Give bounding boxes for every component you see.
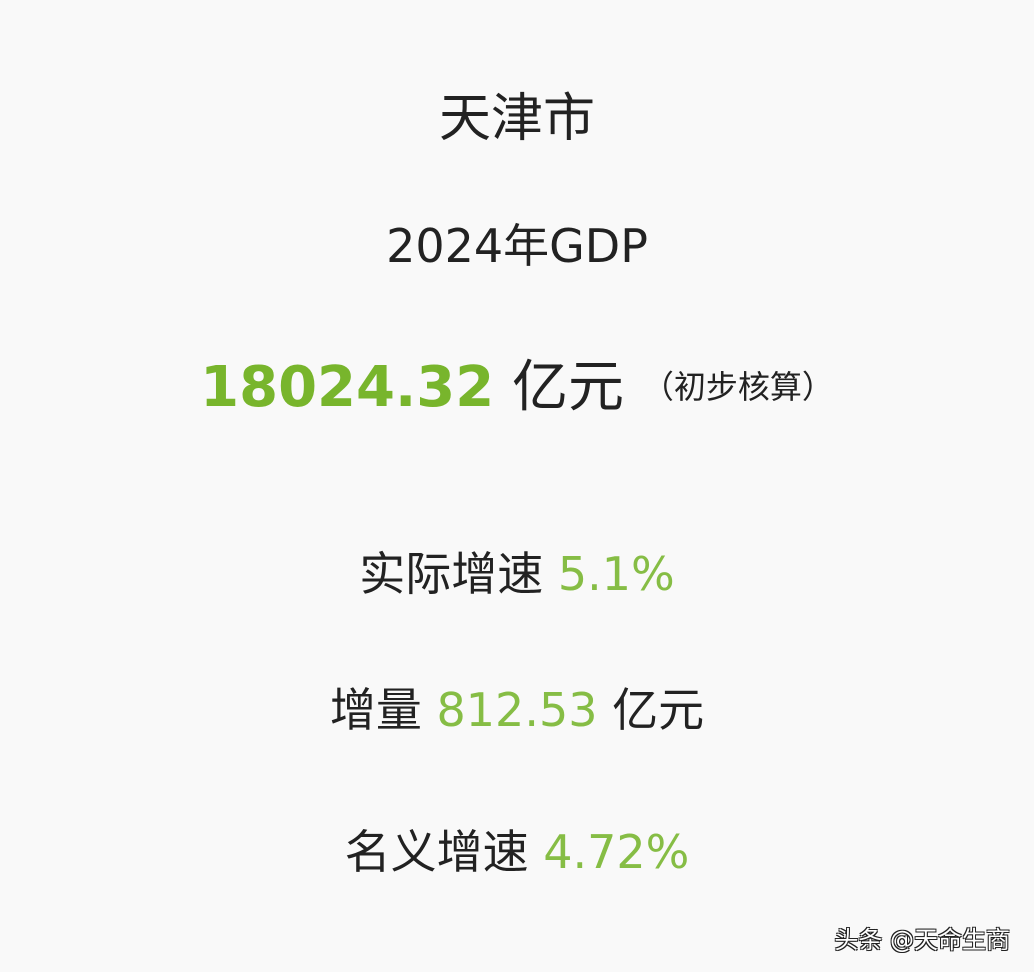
stat-label: 名义增速: [344, 825, 529, 879]
stat-value: 4.72%: [543, 825, 690, 879]
increment-line: 增量 812.53 亿元: [0, 674, 1034, 740]
watermark: 头条 @天命生商: [834, 926, 1010, 954]
stat-value: 812.53: [436, 683, 598, 737]
gdp-unit: 亿元: [512, 355, 624, 420]
gdp-note: （初步核算）: [641, 368, 834, 406]
real-growth-line: 实际增速 5.1%: [0, 538, 1034, 604]
stat-value: 5.1%: [557, 547, 675, 601]
gdp-line: 18024.32 亿元 （初步核算）: [0, 342, 1034, 423]
gdp-subtitle: 2024年GDP: [386, 219, 648, 273]
nominal-growth-line: 名义增速 4.72%: [0, 816, 1034, 882]
stat-unit: 亿元: [612, 683, 705, 737]
city-title: 天津市: [438, 89, 595, 149]
gdp-value: 18024.32: [200, 355, 495, 420]
stat-label: 增量: [329, 683, 422, 737]
stat-label: 实际增速: [359, 547, 544, 601]
